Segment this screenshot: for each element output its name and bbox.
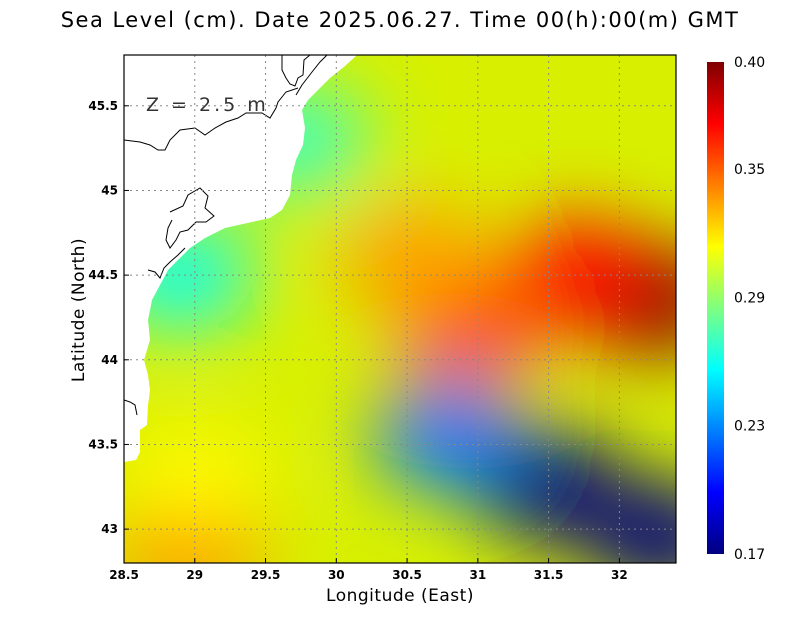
- y-axis-label: Latitude (North): [69, 237, 89, 383]
- plot-frame: [123, 54, 677, 564]
- y-axis-ticks: 43 43.5 44 44.5 45 45.5: [88, 99, 129, 536]
- colorbar: [707, 62, 724, 554]
- colorbar-tick-label: 0.29: [734, 290, 765, 306]
- colorbar-tick-label: 0.23: [734, 419, 765, 435]
- depth-annotation: Z = 2.5 m: [146, 94, 269, 116]
- chart-title: Sea Level (cm). Date 2025.06.27. Time 00…: [60, 8, 740, 32]
- x-tick-label: 29.5: [251, 568, 281, 582]
- field-low-6: [586, 482, 676, 563]
- field-high-10: [124, 423, 270, 534]
- x-axis-label: Longitude (East): [326, 586, 474, 606]
- y-tick-label: 43.5: [88, 437, 118, 451]
- gridlines: [124, 55, 676, 563]
- y-tick-label: 45.5: [88, 99, 118, 113]
- x-tick-label: 31.5: [534, 568, 564, 582]
- plot-area: [124, 55, 676, 563]
- colorbar-tick-label: 0.17: [734, 547, 765, 563]
- x-tick-label: 30: [328, 568, 345, 582]
- coastline: [124, 55, 328, 416]
- y-tick-label: 44: [101, 353, 118, 367]
- x-tick-label: 29: [186, 568, 203, 582]
- colorbar-tick-label: 0.40: [734, 55, 765, 71]
- y-tick-label: 45: [101, 183, 118, 197]
- y-tick-label: 43: [101, 522, 118, 536]
- x-tick-label: 32: [611, 568, 628, 582]
- colorbar-tick-label: 0.35: [734, 162, 765, 178]
- field-high-1: [501, 220, 652, 331]
- colorbar-ticks: 0.17 0.23 0.29 0.35 0.40: [734, 55, 765, 563]
- x-tick-label: 28.5: [109, 568, 139, 582]
- x-tick-label: 30.5: [392, 568, 422, 582]
- y-tick-label: 44.5: [88, 268, 118, 282]
- land-mask: [124, 55, 357, 462]
- field-low-7: [374, 381, 525, 491]
- field-high-3: [339, 203, 490, 314]
- sea-level-field: [124, 84, 676, 563]
- x-tick-label: 31: [469, 568, 486, 582]
- x-axis-ticks: 28.5 29 29.5 30 30.5 31 31.5 32: [109, 558, 628, 582]
